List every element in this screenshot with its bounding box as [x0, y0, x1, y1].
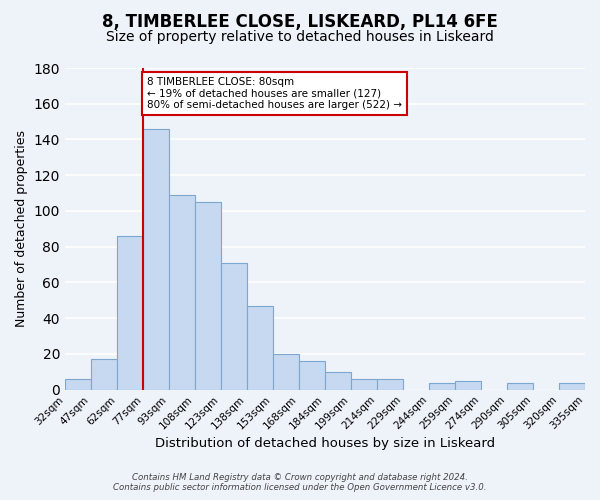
Bar: [221, 263, 247, 390]
Bar: [195, 202, 221, 390]
Bar: [351, 379, 377, 390]
Y-axis label: Number of detached properties: Number of detached properties: [15, 130, 28, 328]
Bar: [247, 306, 273, 390]
X-axis label: Distribution of detached houses by size in Liskeard: Distribution of detached houses by size …: [155, 437, 495, 450]
Bar: [559, 382, 585, 390]
Text: 8, TIMBERLEE CLOSE, LISKEARD, PL14 6FE: 8, TIMBERLEE CLOSE, LISKEARD, PL14 6FE: [102, 12, 498, 30]
Text: Size of property relative to detached houses in Liskeard: Size of property relative to detached ho…: [106, 30, 494, 44]
Bar: [169, 195, 195, 390]
Text: 8 TIMBERLEE CLOSE: 80sqm
← 19% of detached houses are smaller (127)
80% of semi-: 8 TIMBERLEE CLOSE: 80sqm ← 19% of detach…: [147, 77, 402, 110]
Bar: [377, 379, 403, 390]
Bar: [91, 360, 117, 390]
Bar: [507, 382, 533, 390]
Bar: [273, 354, 299, 390]
Text: Contains HM Land Registry data © Crown copyright and database right 2024.
Contai: Contains HM Land Registry data © Crown c…: [113, 473, 487, 492]
Bar: [299, 361, 325, 390]
Bar: [117, 236, 143, 390]
Bar: [325, 372, 351, 390]
Bar: [143, 129, 169, 390]
Bar: [455, 381, 481, 390]
Bar: [65, 379, 91, 390]
Bar: [429, 382, 455, 390]
